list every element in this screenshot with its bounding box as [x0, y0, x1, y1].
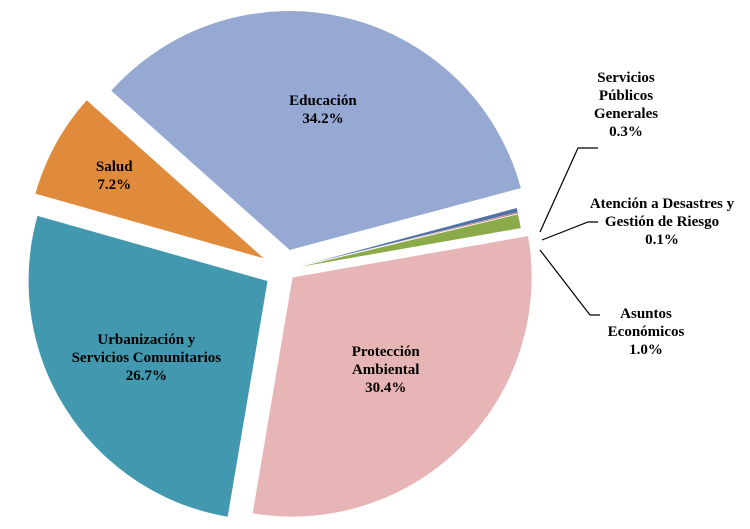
slice-name: Educación: [289, 93, 357, 110]
slice-value: 7.2%: [97, 177, 132, 194]
slice-label: Protección Ambiental 30.4%: [331, 343, 441, 397]
pie-slice: [27, 214, 269, 518]
slice-name: Asuntos Económicos: [607, 306, 685, 340]
slice-value: 30.4%: [365, 380, 407, 397]
slice-value: 1.0%: [629, 342, 663, 358]
slice-label: Salud 7.2%: [74, 158, 154, 194]
slice-value: 34.2%: [302, 111, 344, 128]
slice-label: Asuntos Económicos 1.0%: [586, 305, 706, 359]
slice-name: Salud: [95, 159, 133, 176]
slice-label: Atención a Desastres y Gestión de Riesgo…: [577, 195, 747, 249]
slice-value: 0.1%: [645, 232, 679, 248]
pie-slice: [251, 234, 533, 518]
pie-slice: [284, 213, 522, 271]
pie-slice: [34, 98, 267, 260]
slice-name: Protección Ambiental: [351, 344, 420, 379]
slice-name: Urbanización y Servicios Comunitarios: [71, 331, 222, 366]
slice-name: Servicios Públicos Generales: [593, 70, 659, 122]
slice-label: Educación 34.2%: [268, 92, 378, 128]
pie-slice: [109, 10, 523, 252]
slice-label: Servicios Públicos Generales 0.3%: [571, 69, 681, 141]
slice-value: 26.7%: [125, 367, 167, 384]
slice-value: 0.3%: [609, 124, 643, 140]
leader-line: [541, 221, 598, 241]
slice-label: Urbanización y Servicios Comunitarios 26.…: [71, 331, 222, 385]
leader-line: [539, 147, 598, 233]
slice-name: Atención a Desastres y Gestión de Riesgo: [589, 196, 735, 230]
leader-line: [539, 249, 600, 316]
